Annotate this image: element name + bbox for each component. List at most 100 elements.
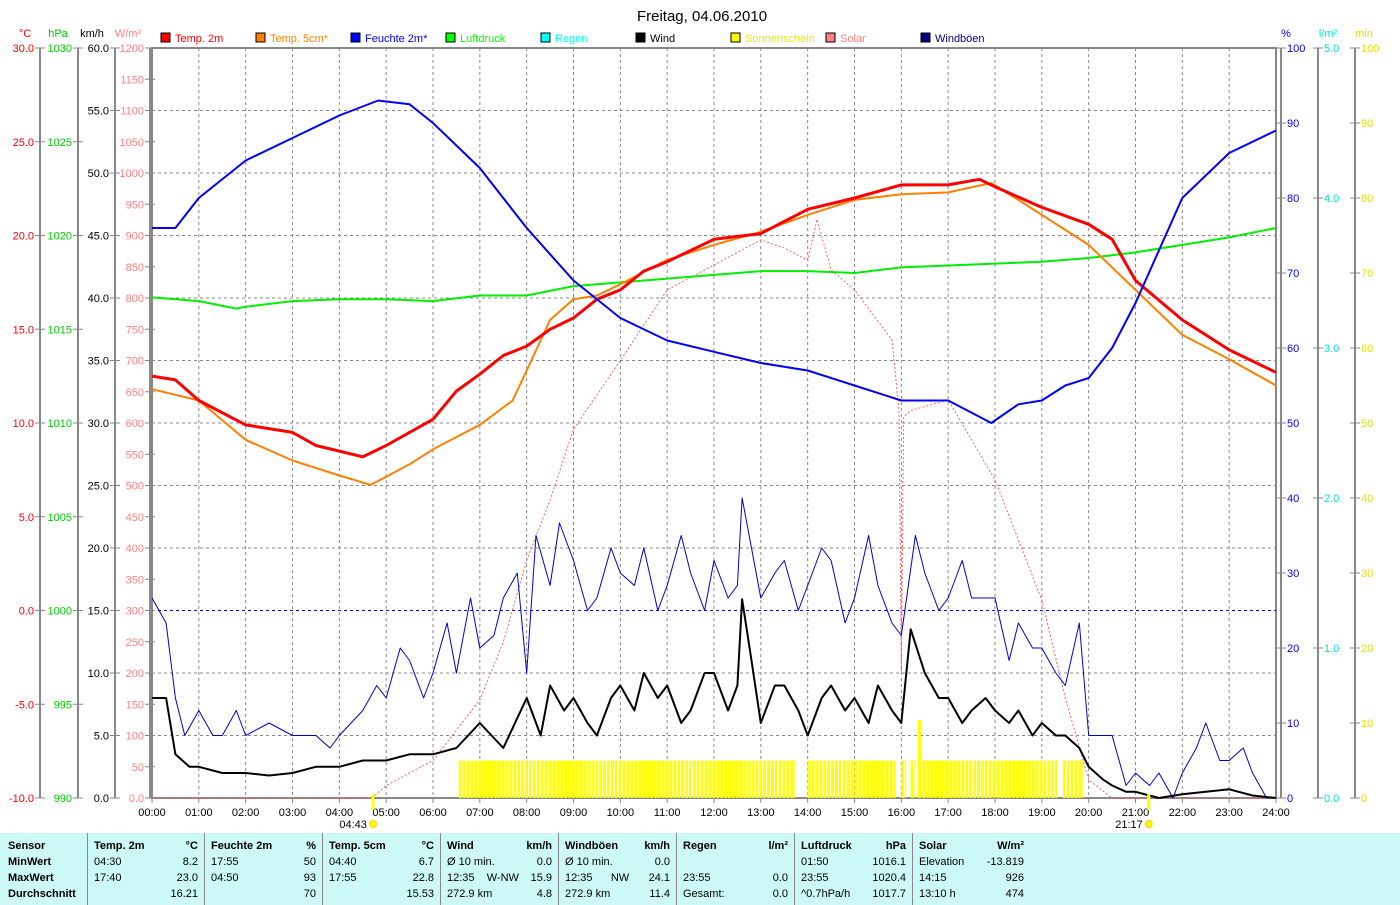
sunshine-bar bbox=[819, 760, 823, 798]
sunshine-bar bbox=[564, 760, 568, 798]
axis-tick-label-min: 80 bbox=[1361, 193, 1373, 205]
legend-label: Temp. 5cm* bbox=[270, 33, 329, 45]
sunshine-bar bbox=[823, 760, 827, 798]
sunshine-bar bbox=[961, 760, 965, 798]
sunshine-bar bbox=[992, 760, 996, 798]
sunshine-bar bbox=[874, 760, 877, 798]
sunshine-bar bbox=[953, 760, 957, 798]
sunshine-bar bbox=[1062, 760, 1066, 798]
column-unit: W/m² bbox=[997, 840, 1024, 852]
sunshine-bar bbox=[831, 760, 834, 798]
column-unit: °C bbox=[185, 840, 198, 852]
statistics-table: Sensor MinWert MaxWert Durchschnitt Temp. 2m… bbox=[0, 833, 1400, 905]
sunshine-bar bbox=[595, 760, 599, 798]
axis-tick-label-hpa: 1030 bbox=[48, 43, 72, 55]
sunshine-bar bbox=[532, 760, 536, 798]
axis-tick-label-min: 20 bbox=[1361, 643, 1373, 655]
cell-value: 23.0 bbox=[176, 872, 198, 884]
axis-tick-label-kmh: 60.0 bbox=[88, 43, 109, 55]
legend-swatch bbox=[730, 32, 741, 43]
table-column: Wind km/h Ø 10 min. 0.0 12:35 W-NW 15.9 272.9 … bbox=[441, 833, 559, 905]
axis-tick-label-hpa: 1000 bbox=[48, 606, 72, 618]
sunshine-bar bbox=[850, 760, 854, 798]
sunshine-bar bbox=[838, 760, 842, 798]
axis-tick-label-hpa: 1020 bbox=[48, 231, 72, 243]
axis-tick-label-kmh: 55.0 bbox=[88, 106, 109, 118]
cell-value: 15.53 bbox=[406, 888, 434, 900]
column-header: Solar bbox=[919, 840, 947, 852]
sunshine-bar bbox=[716, 760, 720, 798]
sunshine-bar bbox=[949, 760, 953, 798]
sunshine-bar bbox=[1051, 760, 1055, 798]
row-label: Durchschnitt bbox=[8, 888, 76, 900]
series-solar bbox=[152, 218, 1276, 799]
axis-tick-label-wm2: 350 bbox=[126, 574, 144, 586]
sunshine-bar bbox=[786, 760, 790, 798]
axis-tick-label-hpa: 1010 bbox=[48, 418, 72, 430]
cell-value: 8.2 bbox=[182, 856, 198, 868]
sunshine-bar bbox=[677, 760, 681, 798]
x-tick-label: 09:00 bbox=[560, 807, 588, 819]
sunshine-bar bbox=[755, 760, 759, 798]
sunshine-bar bbox=[607, 760, 610, 798]
sun-icon bbox=[368, 820, 377, 828]
sunshine-bar bbox=[720, 760, 724, 798]
cell-value: 70 bbox=[303, 888, 316, 900]
sunshine-bar bbox=[996, 760, 1000, 798]
row-label: MaxWert bbox=[8, 872, 54, 884]
sunshine-bar bbox=[984, 760, 988, 798]
axis-tick-label-min: 10 bbox=[1361, 718, 1373, 730]
sunshine-bar bbox=[770, 760, 774, 798]
sunshine-bar bbox=[914, 760, 916, 798]
sunshine-bar bbox=[731, 760, 735, 798]
legend-swatch bbox=[445, 32, 456, 43]
series bbox=[151, 99, 1277, 799]
sunshine-bar bbox=[910, 760, 914, 798]
legend-label: Solar bbox=[840, 33, 866, 45]
sunshine-bar bbox=[926, 760, 930, 798]
axis-tick-label-temp: 25.0 bbox=[13, 137, 34, 149]
legend-swatch bbox=[350, 32, 361, 43]
cell-value: 1016.1 bbox=[872, 856, 906, 868]
sunshine-bar bbox=[885, 760, 889, 798]
axis-unit-temp: °C bbox=[19, 28, 31, 40]
axis-tick-label-hpa: 1025 bbox=[48, 137, 72, 149]
sunshine-bar bbox=[642, 760, 646, 798]
legend-swatch bbox=[160, 32, 171, 43]
sunshine-bar bbox=[630, 760, 634, 798]
axis-unit-wm2: W/m² bbox=[115, 28, 142, 40]
sunshine-bar bbox=[458, 760, 462, 798]
cell-time: 17:40 bbox=[94, 872, 122, 884]
legend-label: Temp. 2m bbox=[175, 33, 223, 45]
axis-tick-label-wm2: 650 bbox=[126, 387, 144, 399]
column-unit: °C bbox=[421, 840, 434, 852]
sunshine-bar bbox=[790, 760, 794, 798]
sunshine-bar bbox=[529, 760, 532, 798]
sunshine-bar bbox=[575, 760, 579, 798]
axis-tick-label-kmh: 20.0 bbox=[88, 543, 109, 555]
axis-tick-label-temp: 30.0 bbox=[13, 43, 34, 55]
axis-tick-label-wm2: 800 bbox=[126, 293, 144, 305]
sunshine-bar bbox=[957, 760, 961, 798]
sunshine-bar bbox=[877, 760, 881, 798]
sunshine-bar bbox=[827, 760, 831, 798]
table-column: Windböen km/h Ø 10 min. 0.0 12:35 NW 24.1 272.… bbox=[559, 833, 677, 905]
sunshine-bar bbox=[669, 760, 673, 798]
sunshine-bar bbox=[1047, 760, 1051, 798]
cell-time: 23:55 bbox=[801, 872, 829, 884]
sunshine-bar bbox=[854, 760, 858, 798]
sunrise-label: 04:43 bbox=[339, 819, 367, 831]
sunshine-bar bbox=[862, 760, 866, 798]
cell-time: Elevation bbox=[919, 856, 965, 868]
sunshine-bar bbox=[603, 760, 607, 798]
axis-tick-label-wm2: 450 bbox=[126, 512, 144, 524]
cell-time: 14:15 bbox=[919, 872, 947, 884]
cell-time: Ø 10 min. bbox=[447, 856, 495, 868]
legend-swatch bbox=[540, 32, 551, 43]
axis-unit-lm2: l/m² bbox=[1319, 28, 1338, 40]
axis-tick-label-pct: 70 bbox=[1287, 268, 1299, 280]
column-header: Windböen bbox=[565, 840, 619, 852]
x-tick-label: 10:00 bbox=[607, 807, 635, 819]
axis-tick-label-pct: 100 bbox=[1287, 43, 1305, 55]
sun-icon bbox=[1144, 820, 1153, 828]
